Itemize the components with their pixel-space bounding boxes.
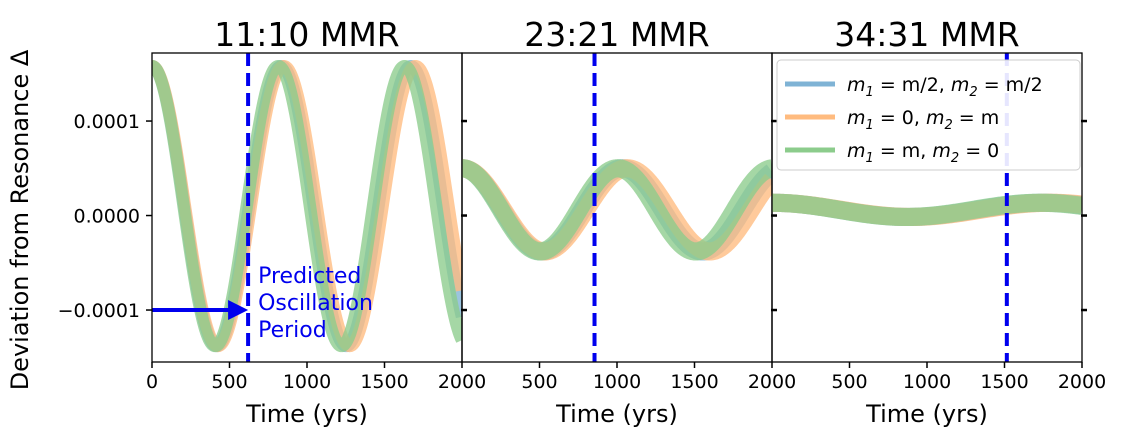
panel-34-31-mmr: 500 1000 1500 2000 Time (yrs) 34:31 MMR bbox=[771, 15, 1106, 428]
x-tick-label: 500 bbox=[831, 371, 867, 393]
y-tick-label: −0.0001 bbox=[58, 300, 140, 322]
series-m-m-m-0-curve bbox=[462, 159, 772, 261]
x-tick-label: 1000 bbox=[593, 371, 641, 393]
series-m-m-m-0-curve bbox=[772, 193, 1082, 227]
x-tick-label: 1000 bbox=[903, 371, 951, 393]
x-tick-label: 1500 bbox=[980, 371, 1028, 393]
x-tick-label: 0 bbox=[146, 371, 158, 393]
panel-23-21-mmr: 500 1000 1500 2000 Time (yrs) 23:21 MMR bbox=[461, 15, 796, 428]
x-tick-label: 2000 bbox=[748, 371, 796, 393]
x-tick-label: 2000 bbox=[438, 371, 486, 393]
plot-area bbox=[462, 159, 772, 261]
x-tick-label: 2000 bbox=[1058, 371, 1106, 393]
y-tick-label: 0.0001 bbox=[74, 111, 140, 133]
panel-title: 11:10 MMR bbox=[214, 15, 399, 54]
x-tick-label: 1500 bbox=[670, 371, 718, 393]
y-axis-label: Deviation from Resonance Δ bbox=[6, 49, 34, 390]
x-tick-label: 1000 bbox=[283, 371, 331, 393]
legend-frame bbox=[776, 59, 1081, 171]
legend-entry-equal-mass: m1 = m/2, m2 = m/2 bbox=[847, 74, 1043, 100]
legend-entry-outer-mass: m1 = 0, m2 = m bbox=[847, 107, 999, 133]
plot-area bbox=[152, 59, 462, 353]
panel-title: 23:21 MMR bbox=[524, 15, 709, 54]
x-axis-label: Time (yrs) bbox=[245, 400, 368, 428]
y-tick-label: 0.0000 bbox=[74, 206, 140, 228]
legend: m1 = m/2, m2 = m/2 m1 = 0, m2 = m m1 = m… bbox=[776, 59, 1081, 171]
x-tick-label: 1500 bbox=[360, 371, 408, 393]
predicted-period-arrow-head bbox=[228, 300, 249, 321]
x-axis-label: Time (yrs) bbox=[865, 400, 988, 428]
x-tick-label: 500 bbox=[521, 371, 557, 393]
legend-entry-inner-mass: m1 = m, m2 = 0 bbox=[847, 140, 999, 166]
series-m-m-m-0-curve bbox=[152, 59, 462, 353]
panel-title: 34:31 MMR bbox=[834, 15, 1019, 54]
x-tick-label: 500 bbox=[211, 371, 247, 393]
x-axis-label: Time (yrs) bbox=[555, 400, 678, 428]
plot-area bbox=[772, 193, 1082, 227]
annotation-line: Period bbox=[258, 318, 327, 343]
annotation-line: Predicted bbox=[258, 264, 361, 289]
annotation-line: Oscillation bbox=[258, 291, 373, 316]
